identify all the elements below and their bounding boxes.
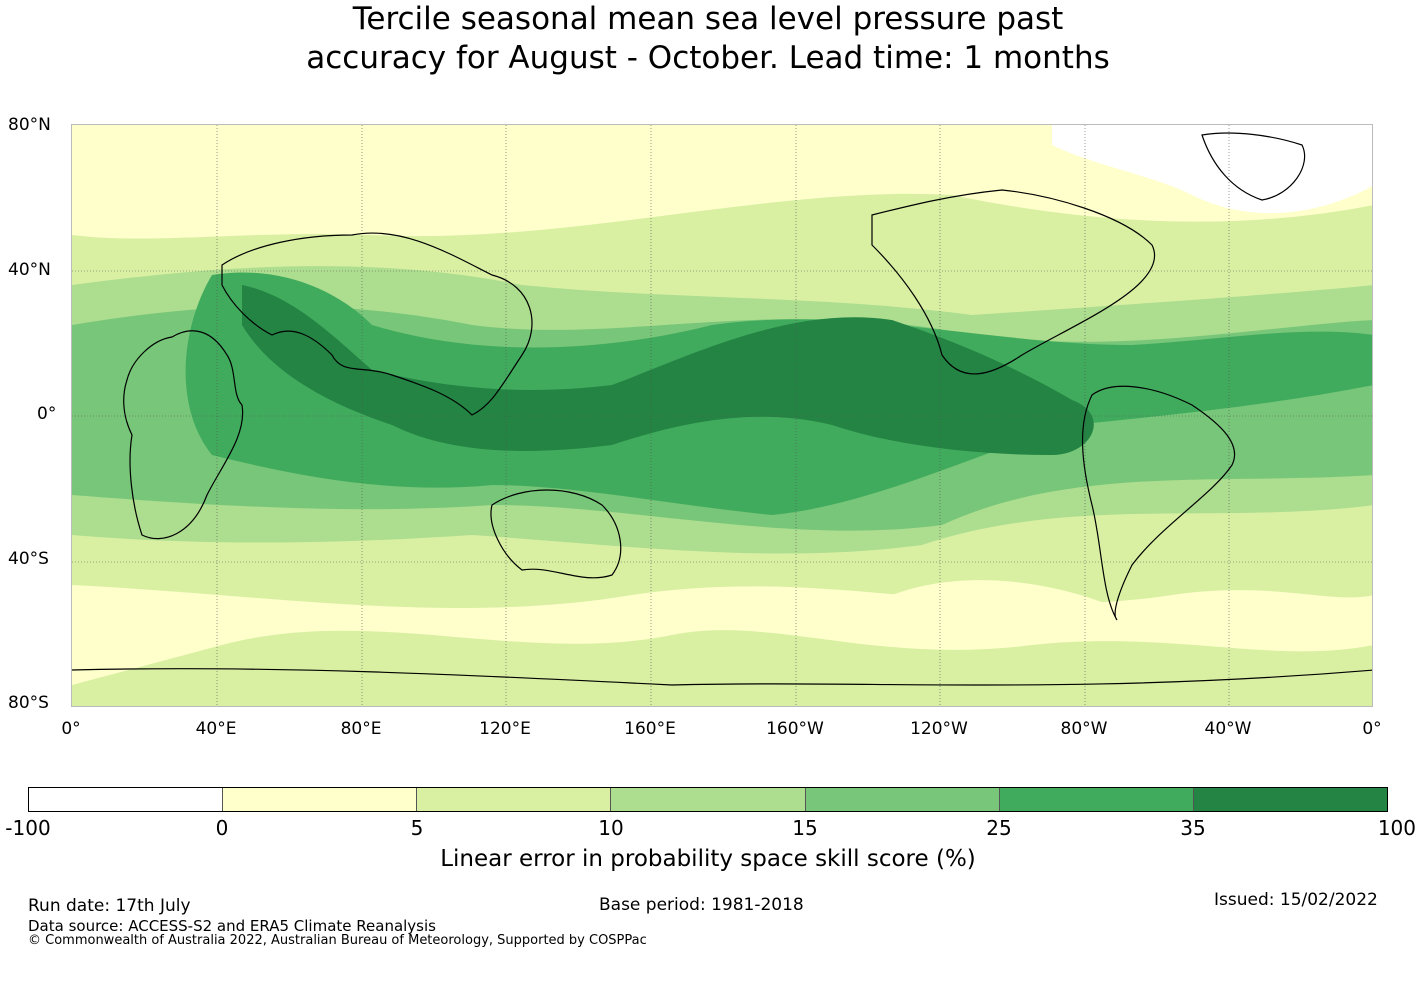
lon-label-120e: 120°E	[479, 719, 531, 739]
map-graphic	[72, 125, 1372, 706]
colorbar-tick: 5	[410, 816, 424, 840]
skill-score-map	[71, 124, 1373, 707]
lat-label-40s: 40°S	[8, 549, 49, 569]
south-pacific-pale-patch	[892, 580, 1132, 633]
lon-label-160e: 160°E	[624, 719, 676, 739]
lat-label-80s: 80°S	[8, 693, 49, 713]
greenland-coast	[1201, 132, 1306, 201]
base-period: Base period: 1981-2018	[599, 895, 804, 915]
eurasia-coast	[221, 232, 533, 416]
lon-label-160w: 160°W	[766, 719, 824, 739]
colorbar-swatch-6	[999, 788, 1194, 811]
northern-low-skill-zone	[72, 125, 1372, 239]
lon-label-40w: 40°W	[1204, 719, 1252, 739]
colorbar-tick: 100	[1377, 816, 1416, 840]
tropical-skill-band-35	[242, 285, 1094, 455]
lon-label-80w: 80°W	[1060, 719, 1108, 739]
lon-label-0-east: 0°	[1362, 719, 1382, 739]
lon-label-120w: 120°W	[910, 719, 968, 739]
colorbar-tick: 35	[1180, 816, 1206, 840]
colorbar-label: Linear error in probability space skill …	[440, 846, 976, 872]
run-date: Run date: 17th July	[28, 896, 191, 916]
lat-label-80n: 80°N	[8, 115, 51, 135]
colorbar-tick: 25	[986, 816, 1012, 840]
title-line-2: accuracy for August - October. Lead time…	[306, 40, 1110, 76]
colorbar-tick: -100	[5, 816, 51, 840]
colorbar-swatch-7	[1193, 788, 1387, 811]
title-line-1: Tercile seasonal mean sea level pressure…	[352, 1, 1064, 37]
colorbar-tick: 0	[215, 816, 229, 840]
copyright: © Commonwealth of Australia 2022, Austra…	[28, 933, 647, 948]
africa-coast	[123, 330, 244, 540]
map-title: Tercile seasonal mean sea level pressure…	[0, 0, 1416, 78]
coastlines	[72, 132, 1372, 686]
north-america-coast	[871, 189, 1156, 375]
lat-label-0: 0°	[37, 404, 57, 424]
colorbar-swatch-2	[223, 788, 418, 811]
colorbar	[28, 787, 1388, 812]
colorbar-swatch-4	[611, 788, 806, 811]
lat-label-40n: 40°N	[8, 260, 51, 280]
lon-label-0-west: 0°	[61, 719, 81, 739]
lon-label-40e: 40°E	[195, 719, 237, 739]
greenland-arctic-zone	[1052, 125, 1372, 214]
issued-date: Issued: 15/02/2022	[1214, 890, 1378, 910]
antarctica-coast	[72, 668, 1372, 686]
colorbar-swatch-3	[417, 788, 612, 811]
colorbar-swatch-5	[805, 788, 1000, 811]
colorbar-tick: 15	[792, 816, 818, 840]
south-america-coast	[1081, 385, 1236, 621]
australia-coast	[490, 489, 622, 579]
lon-label-80e: 80°E	[340, 719, 382, 739]
data-source: Data source: ACCESS-S2 and ERA5 Climate …	[28, 917, 436, 935]
colorbar-swatch-1	[29, 788, 224, 811]
antarctic-band	[72, 630, 1372, 706]
colorbar-tick: 10	[598, 816, 624, 840]
